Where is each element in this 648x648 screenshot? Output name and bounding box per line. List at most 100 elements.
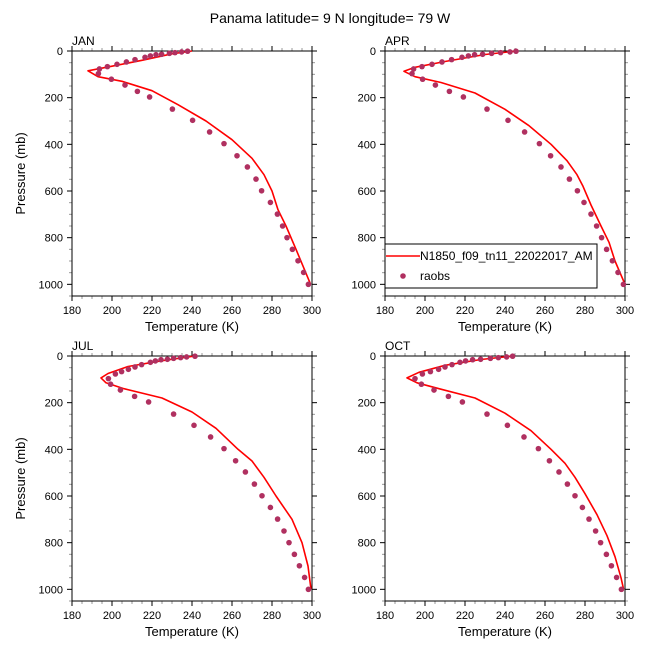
obs-point [603, 246, 610, 253]
obs-point [431, 387, 437, 393]
obs-point [232, 457, 239, 464]
obs-point [192, 353, 198, 360]
obs-point [147, 359, 154, 366]
x-tick-label: 240 [496, 305, 514, 317]
obs-point [305, 586, 312, 593]
x-tick-label: 280 [263, 305, 281, 317]
y-tick-label: 0 [370, 351, 376, 363]
obs-point [169, 106, 176, 112]
obs-point [134, 88, 141, 95]
obs-point [429, 61, 435, 68]
obs-point [497, 49, 504, 56]
obs-point [488, 50, 495, 57]
obs-point [118, 368, 125, 375]
figure-title: Panama latitude= 9 N longitude= 79 W [210, 10, 451, 26]
x-tick-label: 180 [63, 305, 81, 317]
obs-point [274, 211, 281, 217]
obs-point [566, 176, 573, 182]
obs-point [579, 504, 586, 511]
obs-point [122, 82, 128, 88]
obs-point [503, 354, 510, 360]
y-tick-label: 200 [45, 93, 63, 105]
x-tick-label: 220 [456, 610, 474, 622]
x-tick-label: 260 [536, 305, 554, 317]
obs-point [170, 411, 177, 417]
x-tick-label: 260 [536, 610, 554, 622]
x-axis-title: Temperature (K) [458, 624, 552, 639]
obs-point [152, 358, 159, 364]
plot-frame [384, 355, 626, 602]
obs-point [170, 355, 177, 362]
obs-point [419, 371, 426, 377]
y-axis-title: Pressure (mb) [13, 132, 28, 214]
obs-point [495, 354, 502, 361]
y-tick-label: 200 [45, 398, 63, 410]
obs-point [286, 539, 292, 546]
obs-point [409, 70, 415, 77]
obs-point [132, 364, 138, 370]
obs-point [295, 257, 301, 264]
obs-point [564, 481, 571, 487]
obs-point [427, 368, 434, 375]
obs-point [300, 269, 307, 276]
obs-point [301, 574, 308, 581]
obs-point [535, 445, 542, 452]
obs-point [112, 371, 119, 377]
obs-point [546, 457, 553, 464]
x-tick-label: 300 [616, 305, 634, 317]
x-axis-title: Temperature (K) [145, 319, 239, 334]
obs-point [183, 354, 190, 360]
obs-point [164, 356, 171, 363]
y-tick-label: 1000 [39, 584, 63, 596]
obs-point [457, 359, 463, 366]
legend-box [384, 243, 598, 289]
obs-point [131, 393, 138, 400]
obs-point [284, 234, 290, 241]
y-tick-label: 200 [358, 398, 376, 410]
obs-point [114, 61, 120, 68]
obs-point [459, 54, 465, 61]
obs-point [166, 50, 173, 57]
x-tick-label: 280 [576, 305, 594, 317]
panel-label: JAN [72, 34, 95, 48]
obs-point [281, 528, 287, 534]
obs-point [158, 51, 165, 58]
x-tick-label: 300 [303, 305, 321, 317]
obs-point [95, 70, 102, 77]
obs-point [189, 117, 196, 124]
x-axis-title: Temperature (K) [458, 319, 552, 334]
obs-point [207, 434, 214, 440]
y-tick-label: 800 [45, 538, 63, 550]
plot-frame [71, 50, 313, 297]
x-tick-label: 180 [63, 610, 81, 622]
y-tick-label: 400 [45, 444, 63, 456]
y-tick-label: 800 [358, 538, 376, 550]
panel-label: JUL [72, 339, 94, 353]
panel-apr: 180 200 220 240 260 280 300 0 200 400 600 800 1000 AP… [352, 34, 635, 334]
x-tick-label: 280 [576, 610, 594, 622]
obs-point [244, 164, 251, 170]
y-tick-label: 0 [370, 46, 376, 58]
obs-point [620, 281, 627, 288]
y-tick-label: 1000 [352, 279, 376, 291]
obs-point [435, 366, 442, 373]
x-tick-label: 180 [376, 305, 394, 317]
obs-point [597, 539, 604, 546]
obs-point [158, 356, 164, 363]
y-tick-label: 1000 [39, 279, 63, 291]
obs-point [410, 66, 417, 72]
obs-point [446, 88, 453, 95]
obs-point [581, 199, 587, 206]
plot-frame [71, 355, 313, 602]
obs-point [221, 445, 227, 452]
obs-point [505, 117, 511, 124]
obs-point [608, 562, 615, 569]
x-tick-label: 300 [616, 610, 634, 622]
obs-point [586, 516, 592, 522]
obs-point [305, 281, 312, 288]
obs-point [206, 129, 213, 135]
obs-point [509, 353, 516, 360]
panel-oct: 180 200 220 240 260 280 300 0 200 400 600 800 1000 OC… [352, 339, 635, 639]
obs-point [603, 551, 610, 558]
